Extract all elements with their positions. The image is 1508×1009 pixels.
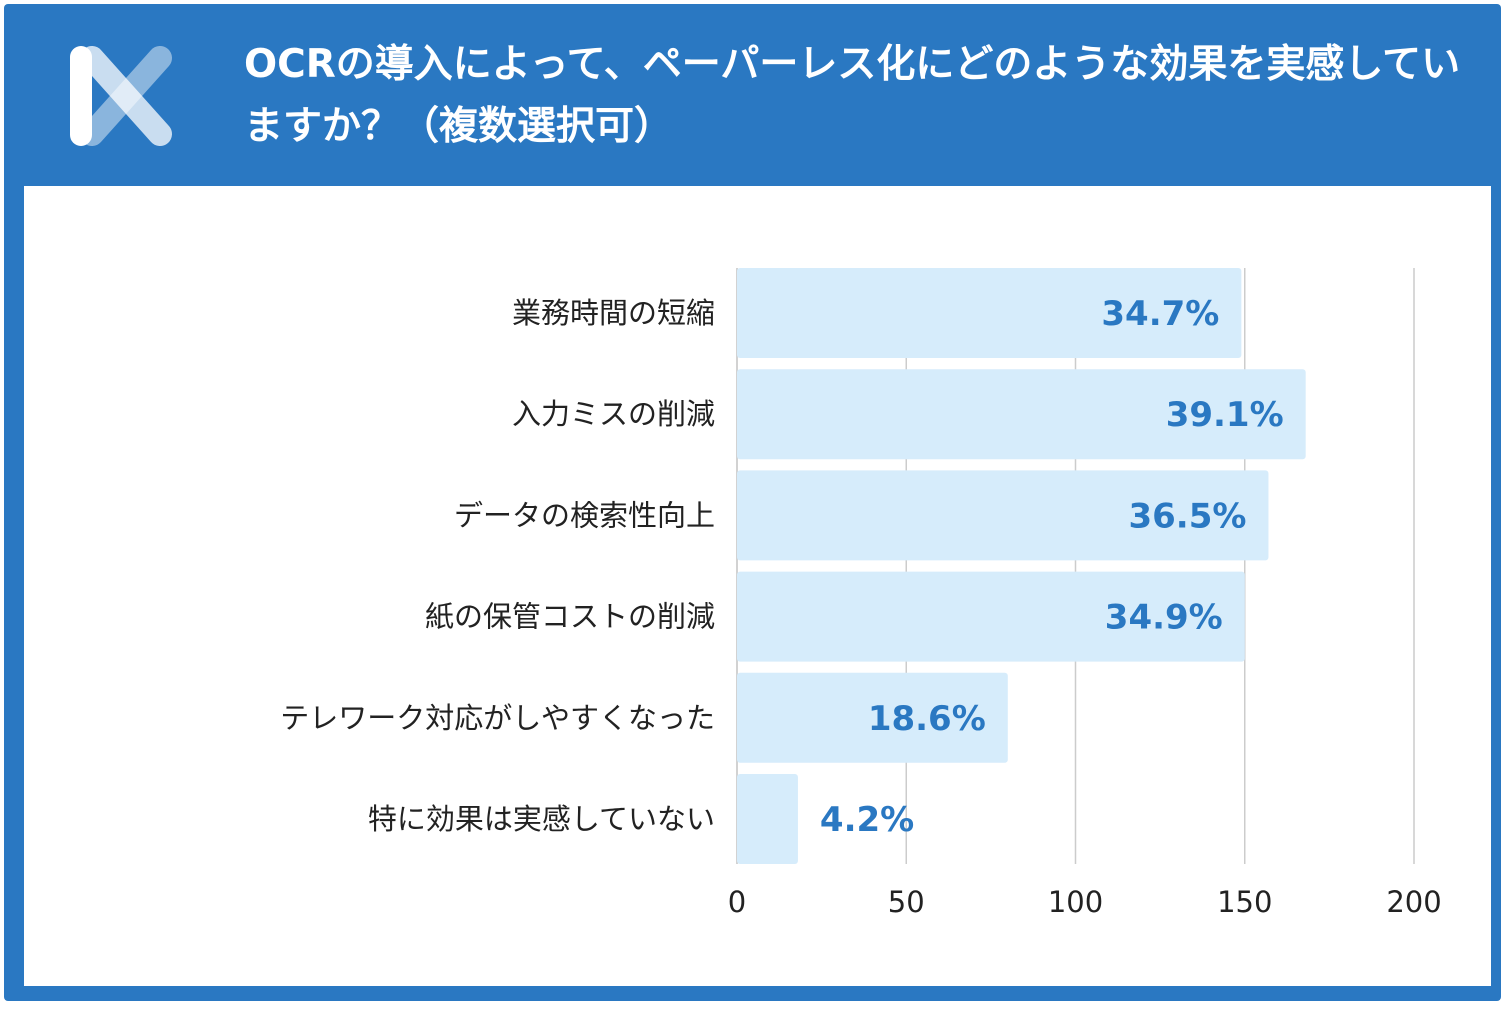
bar — [737, 774, 798, 864]
bar — [737, 672, 1008, 763]
x-logo-icon — [70, 46, 172, 146]
bar — [737, 571, 1245, 662]
bar — [737, 369, 1306, 460]
x-tick-label: 150 — [1217, 885, 1272, 919]
category-label: 紙の保管コストの削減 — [425, 600, 715, 634]
value-label: 36.5% — [1128, 496, 1246, 536]
chart-title: OCRの導入によって、ペーパーレス化にどのような効果を実感していますか？（複数選… — [244, 42, 1461, 149]
chart-panel: 業務時間の短縮 34.7% 入力ミスの削減 39.1% データの検索性向上 36.5% 紙の… — [24, 186, 1491, 986]
x-tick-label: 0 — [728, 885, 746, 919]
x-tick-label: 200 — [1386, 885, 1441, 919]
header-frame: OCRの導入によって、ペーパーレス化にどのような効果を実感していますか？（複数選… — [4, 4, 1501, 1001]
bar-chart: 業務時間の短縮 34.7% 入力ミスの削減 39.1% データの検索性向上 36.5% 紙の… — [280, 268, 1442, 919]
value-label: 39.1% — [1166, 395, 1284, 435]
bar — [737, 470, 1269, 561]
category-label: 入力ミスの削減 — [512, 397, 715, 431]
category-label: 特に効果は実感していない — [368, 802, 715, 836]
value-label: 34.9% — [1105, 598, 1223, 638]
category-label: データの検索性向上 — [454, 498, 715, 532]
value-label: 4.2% — [820, 800, 914, 840]
x-tick-label: 100 — [1048, 885, 1103, 919]
bar — [737, 268, 1242, 358]
value-label: 18.6% — [868, 699, 986, 739]
x-tick-label: 50 — [888, 885, 925, 919]
category-label: テレワーク対応がしやすくなった — [280, 701, 715, 735]
category-label: 業務時間の短縮 — [512, 296, 715, 330]
value-label: 34.7% — [1101, 294, 1219, 334]
